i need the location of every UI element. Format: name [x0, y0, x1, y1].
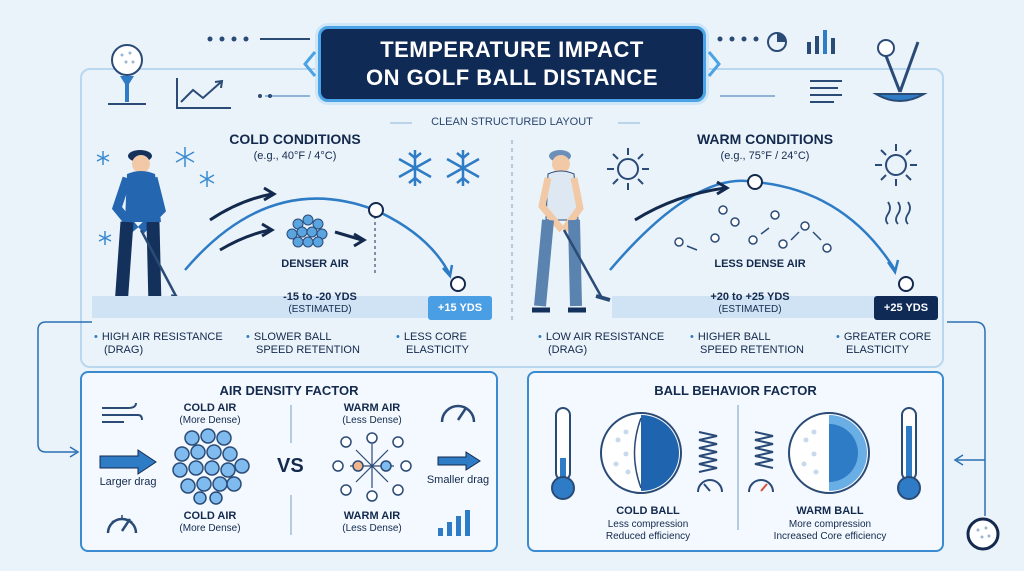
vs-label: VS — [277, 455, 304, 477]
ball-behavior-panel: BALL BEHAVIOR FACTOR — [527, 371, 944, 552]
warm-distance-bar — [612, 296, 938, 318]
cold-air-bottom-sub: (More Dense) — [179, 523, 241, 534]
cold-ball-label: COLD BALL — [616, 505, 680, 517]
ball-behavior-title: BALL BEHAVIOR FACTOR — [654, 383, 817, 398]
warm-ball-label: WARM BALL — [796, 505, 864, 517]
warm-trajectory — [609, 174, 914, 292]
snowflake-icon — [398, 150, 480, 186]
ball-panel-divider — [737, 405, 739, 530]
warm-air-top: WARM AIR — [343, 402, 401, 414]
bottom-right-golf-ball-icon — [966, 517, 1000, 551]
warm-fact-3-line2: ELASTICITY — [846, 344, 909, 356]
warm-example: (e.g., 75°F / 24°C) — [720, 150, 810, 162]
golf-ball-tee-icon — [108, 44, 146, 105]
cold-example: (e.g., 40°F / 4°C) — [253, 150, 337, 162]
air-panel-divider — [290, 405, 292, 535]
cold-fact-2-line2: SPEED RETENTION — [256, 344, 360, 356]
cold-fact-1-line2: (DRAG) — [104, 344, 144, 356]
cold-fact-3-line2: ELASTICITY — [406, 344, 469, 356]
spring-icon — [698, 431, 718, 473]
warm-yardage-badge: +25 YDS — [874, 296, 938, 320]
subtitle-lines — [390, 122, 640, 124]
cold-air-bottom: COLD AIR — [183, 510, 237, 522]
spring-icon-warm — [754, 431, 774, 469]
warm-heading: WARM CONDITIONS — [696, 131, 834, 147]
title-line-2: ON GOLF BALL DISTANCE — [365, 65, 658, 90]
sparse-air-molecules — [332, 432, 412, 502]
cold-fact-3-line1: LESS CORE — [403, 331, 467, 343]
cold-fact-1-line1: HIGH AIR RESISTANCE — [101, 331, 223, 343]
smaller-drag-label: Smaller drag — [426, 474, 490, 486]
cold-ball-cross-section — [600, 412, 682, 494]
sun-icon — [607, 148, 649, 190]
dense-air-molecules — [172, 428, 250, 505]
warm-golfer-figure — [532, 150, 611, 313]
larger-drag-arrow — [99, 449, 157, 475]
gauge-icon-right — [440, 404, 476, 423]
trend-chart-icon — [176, 78, 231, 109]
cold-trajectory — [184, 186, 466, 292]
golf-club-icon — [872, 39, 928, 102]
gauge-icon — [106, 515, 138, 534]
right-connector — [947, 321, 986, 516]
cold-estimated: (ESTIMATED) — [288, 304, 352, 315]
decor-dots-right — [717, 36, 775, 97]
cold-air-top: COLD AIR — [183, 402, 237, 414]
warm-fact-2-line2: SPEED RETENTION — [700, 344, 804, 356]
heat-waves-icon — [885, 201, 911, 225]
cold-fact-2-line1: SLOWER BALL — [253, 331, 332, 343]
small-snowflakes — [96, 147, 215, 245]
air-density-title: AIR DENSITY FACTOR — [219, 383, 359, 398]
smaller-drag-arrow — [437, 451, 481, 471]
warm-ball-cross-section — [788, 412, 870, 494]
cold-heading: COLD CONDITIONS — [229, 131, 361, 147]
warm-air-bottom-sub: (Less Dense) — [342, 523, 402, 534]
warm-fact-1: LOW AIR RESISTANCE(DRAG) — [538, 331, 664, 357]
pie-chart-icon — [767, 32, 787, 52]
title-banner-arrows — [303, 51, 721, 77]
warm-ball-gauge-icon — [748, 479, 774, 493]
cold-distance-bar — [92, 296, 492, 318]
warm-fact-3-line1: GREATER CORE — [843, 331, 932, 343]
warm-fact-2-line1: HIGHER BALL — [697, 331, 771, 343]
warm-fact-1-line1: LOW AIR RESISTANCE — [545, 331, 665, 343]
center-divider — [511, 140, 513, 320]
cold-yardage-badge: +15 YDS — [428, 296, 492, 320]
cold-distance: -15 to -20 YDS — [283, 291, 357, 303]
warm-air-bottom: WARM AIR — [343, 510, 401, 522]
cold-ball-line2: Reduced efficiency — [605, 531, 691, 542]
warm-distance: +20 to +25 YDS — [710, 291, 790, 303]
warm-fact-1-line2: (DRAG) — [548, 344, 588, 356]
decor-dots-left — [207, 36, 310, 98]
main-title-banner: TEMPERATURE IMPACT ON GOLF BALL DISTANCE — [318, 26, 706, 102]
bar-chart-icon-small — [438, 510, 470, 536]
cold-air-label: DENSER AIR — [281, 258, 349, 270]
left-connector — [37, 321, 92, 458]
warm-ball-line1: More compression — [788, 519, 872, 530]
warm-ball-line2: Increased Core efficiency — [773, 531, 887, 542]
larger-drag-label: Larger drag — [99, 476, 157, 488]
thermometer-warm-icon — [897, 407, 921, 500]
wind-icon — [102, 402, 143, 423]
bar-chart-icon — [807, 30, 835, 54]
cold-fact-1: HIGH AIR RESISTANCE(DRAG) — [94, 331, 223, 357]
subtitle: CLEAN STRUCTURED LAYOUT — [431, 116, 593, 128]
warm-air-top-sub: (Less Dense) — [342, 415, 402, 426]
list-lines-icon — [810, 80, 842, 103]
warm-estimated: (ESTIMATED) — [718, 304, 782, 315]
sun-icon-right — [875, 144, 917, 186]
thermometer-cold-icon — [551, 407, 575, 500]
warm-air-label: LESS DENSE AIR — [714, 258, 806, 270]
title-line-1: TEMPERATURE IMPACT — [380, 37, 644, 62]
cold-ball-gauge-icon — [697, 479, 723, 493]
cold-ball-line1: Less compression — [607, 519, 689, 530]
cold-air-top-sub: (More Dense) — [179, 415, 241, 426]
